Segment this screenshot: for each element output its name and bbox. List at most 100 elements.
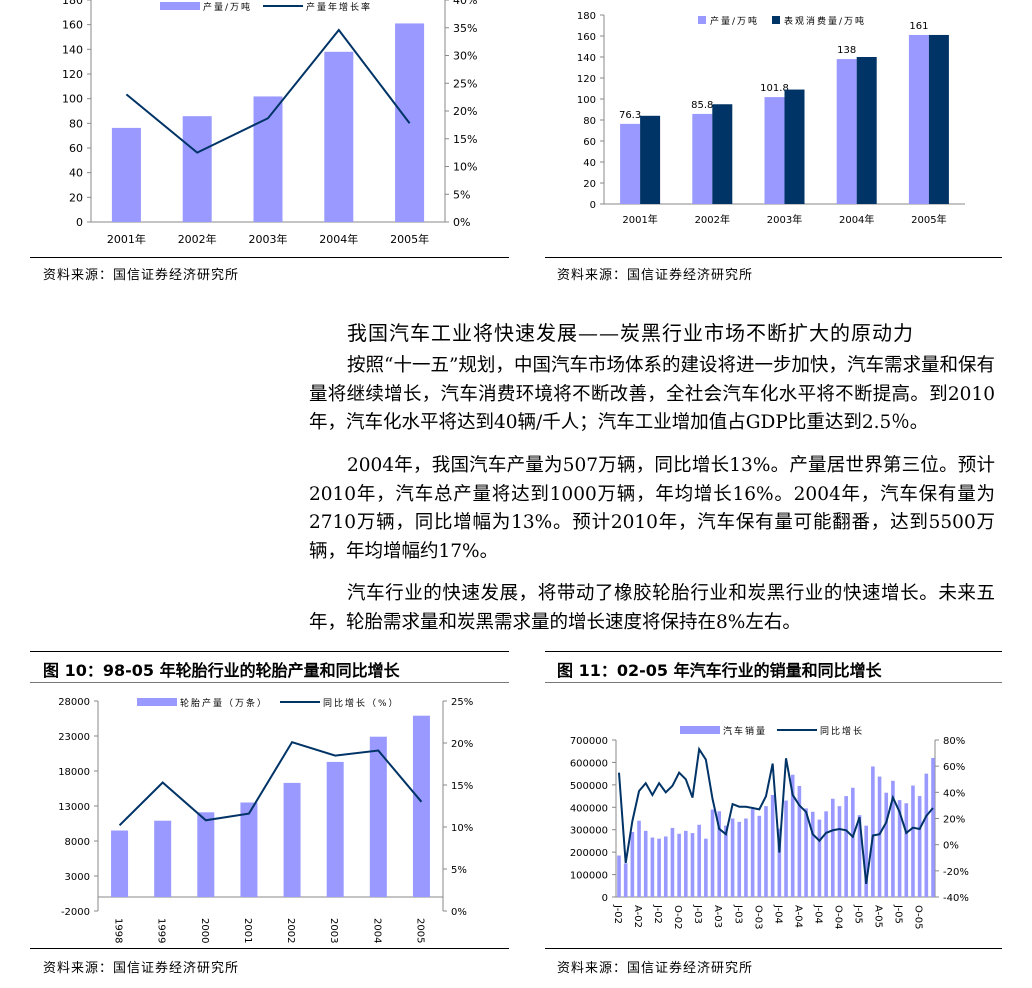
bar [737,821,742,897]
y-tick-label: 140 [62,43,83,56]
x-tick-label: 2002年 [695,213,730,226]
x-tick-label: J-04 [812,904,823,924]
y-tick-label: 160 [577,32,596,43]
bar [804,808,808,897]
data-label: 161 [909,21,928,32]
y2-tick-label: 5% [453,188,470,201]
x-tick-label: 2001年 [622,213,657,226]
x-tick-label: O-05 [913,905,924,929]
y-tick-label: 180 [577,11,596,22]
x-tick-label: J-03 [692,904,703,924]
bar [924,773,929,897]
bar [856,57,877,204]
bar [620,123,641,204]
bar [777,828,782,897]
paragraph: 2004年，我国汽车产量为507万辆，同比增长13%。产量居世界第三位。预计20… [309,455,995,562]
bar [844,796,848,897]
paragraph: 按照“十一五”规划，中国汽车市场体系的建设将进一步加快，汽车需求量和保有量将继续… [309,355,995,433]
bar [928,34,949,205]
y-tick-label: 600000 [570,758,608,769]
bar [253,96,283,222]
x-tick-label: 2003年 [767,213,802,226]
y-tick-label: 60 [69,142,83,155]
bar [677,833,681,897]
y-tick-label: 18000 [58,767,90,778]
paragraph: 汽车行业的快速发展，将带动了橡胶轮胎行业和炭黑行业的快速增长。未来五年，轮胎需求… [309,583,995,633]
growth-line [118,740,423,827]
bar [797,785,802,897]
divider [545,682,1002,683]
bar [810,811,815,897]
legend-bar-swatch [698,16,706,24]
y2-tick-label: 10% [453,161,477,174]
figure-10-title: 图 10：98-05 年轮胎行业的轮胎产量和同比增长 [43,661,400,680]
x-tick-label: 2001 [242,918,253,943]
bar [877,776,882,897]
y2-tick-label: 40% [453,0,477,7]
bar [871,766,875,897]
y-tick-label: 100 [577,95,596,106]
y2-tick-label: 10% [451,823,473,834]
bar [908,34,929,205]
bar [111,127,141,222]
data-label: 85.8 [691,100,713,111]
bar [931,757,935,897]
bar [836,59,857,204]
y2-tick-label: 0% [451,907,467,918]
legend-bar-swatch [160,2,200,10]
y-tick-label: 40 [69,167,83,180]
bar [817,819,822,897]
y-tick-label: 20 [583,179,596,190]
bar [197,812,215,897]
y-tick-label: 180 [62,0,83,7]
bar [790,774,795,897]
bar [904,803,909,897]
y2-tick-label: 20% [943,815,965,826]
x-tick-label: A-05 [873,905,884,928]
y-tick-label: 160 [62,19,83,32]
bar [637,820,641,897]
x-tick-label: 1998 [113,918,124,943]
x-tick-label: 2000 [199,918,210,943]
y-tick-label: 140 [577,53,596,64]
x-tick-label: O-03 [752,905,763,929]
top-right-source: 资料来源：国信证券经济研究所 [557,268,754,283]
y-tick-label: 0 [76,216,83,229]
bar [837,806,842,897]
x-tick-label: 2005年 [911,213,946,226]
y-tick-label: 120 [577,74,596,85]
data-label: 76.3 [619,110,641,121]
x-tick-label: J-02 [652,904,663,924]
chart-3: -2000 3000 8000 13000 18000 23000 28000 0% 5% 10%… [58,697,473,943]
y-tick-label: 20 [69,191,83,204]
growth-line [618,746,934,885]
x-tick-label: A-04 [792,905,803,928]
y-tick-label: 28000 [58,697,90,708]
x-tick-label: 2003年 [249,232,288,246]
divider [30,651,509,652]
bar [684,830,688,897]
x-tick-label: 2004 [371,918,382,943]
y-tick-label: 23000 [58,732,90,743]
x-tick-label: 2004年 [319,232,358,246]
bar [864,825,868,897]
x-tick-label: J-04 [772,904,783,924]
chart-1: 0 20 40 60 80 100 120 140 160 180 0% 5% 10% 15% 20% 25%… [62,0,477,246]
y2-tick-label: 25% [451,697,473,708]
y2-tick-label: 20% [451,739,473,750]
bar [369,736,387,897]
divider [545,948,1002,949]
legend-label: 汽车销量 [723,725,767,737]
x-tick-label: J-02 [612,904,623,924]
y-tick-label: 700000 [570,736,608,747]
bar [851,787,855,897]
y2-tick-label: -40% [943,893,969,904]
bar [692,113,713,204]
bar [830,798,835,897]
bar [623,863,628,897]
divider [545,257,1002,258]
bar [704,838,708,897]
legend-label: 产量/万吨 [203,1,252,13]
bar [283,782,301,897]
legend-bar-swatch [772,16,780,24]
